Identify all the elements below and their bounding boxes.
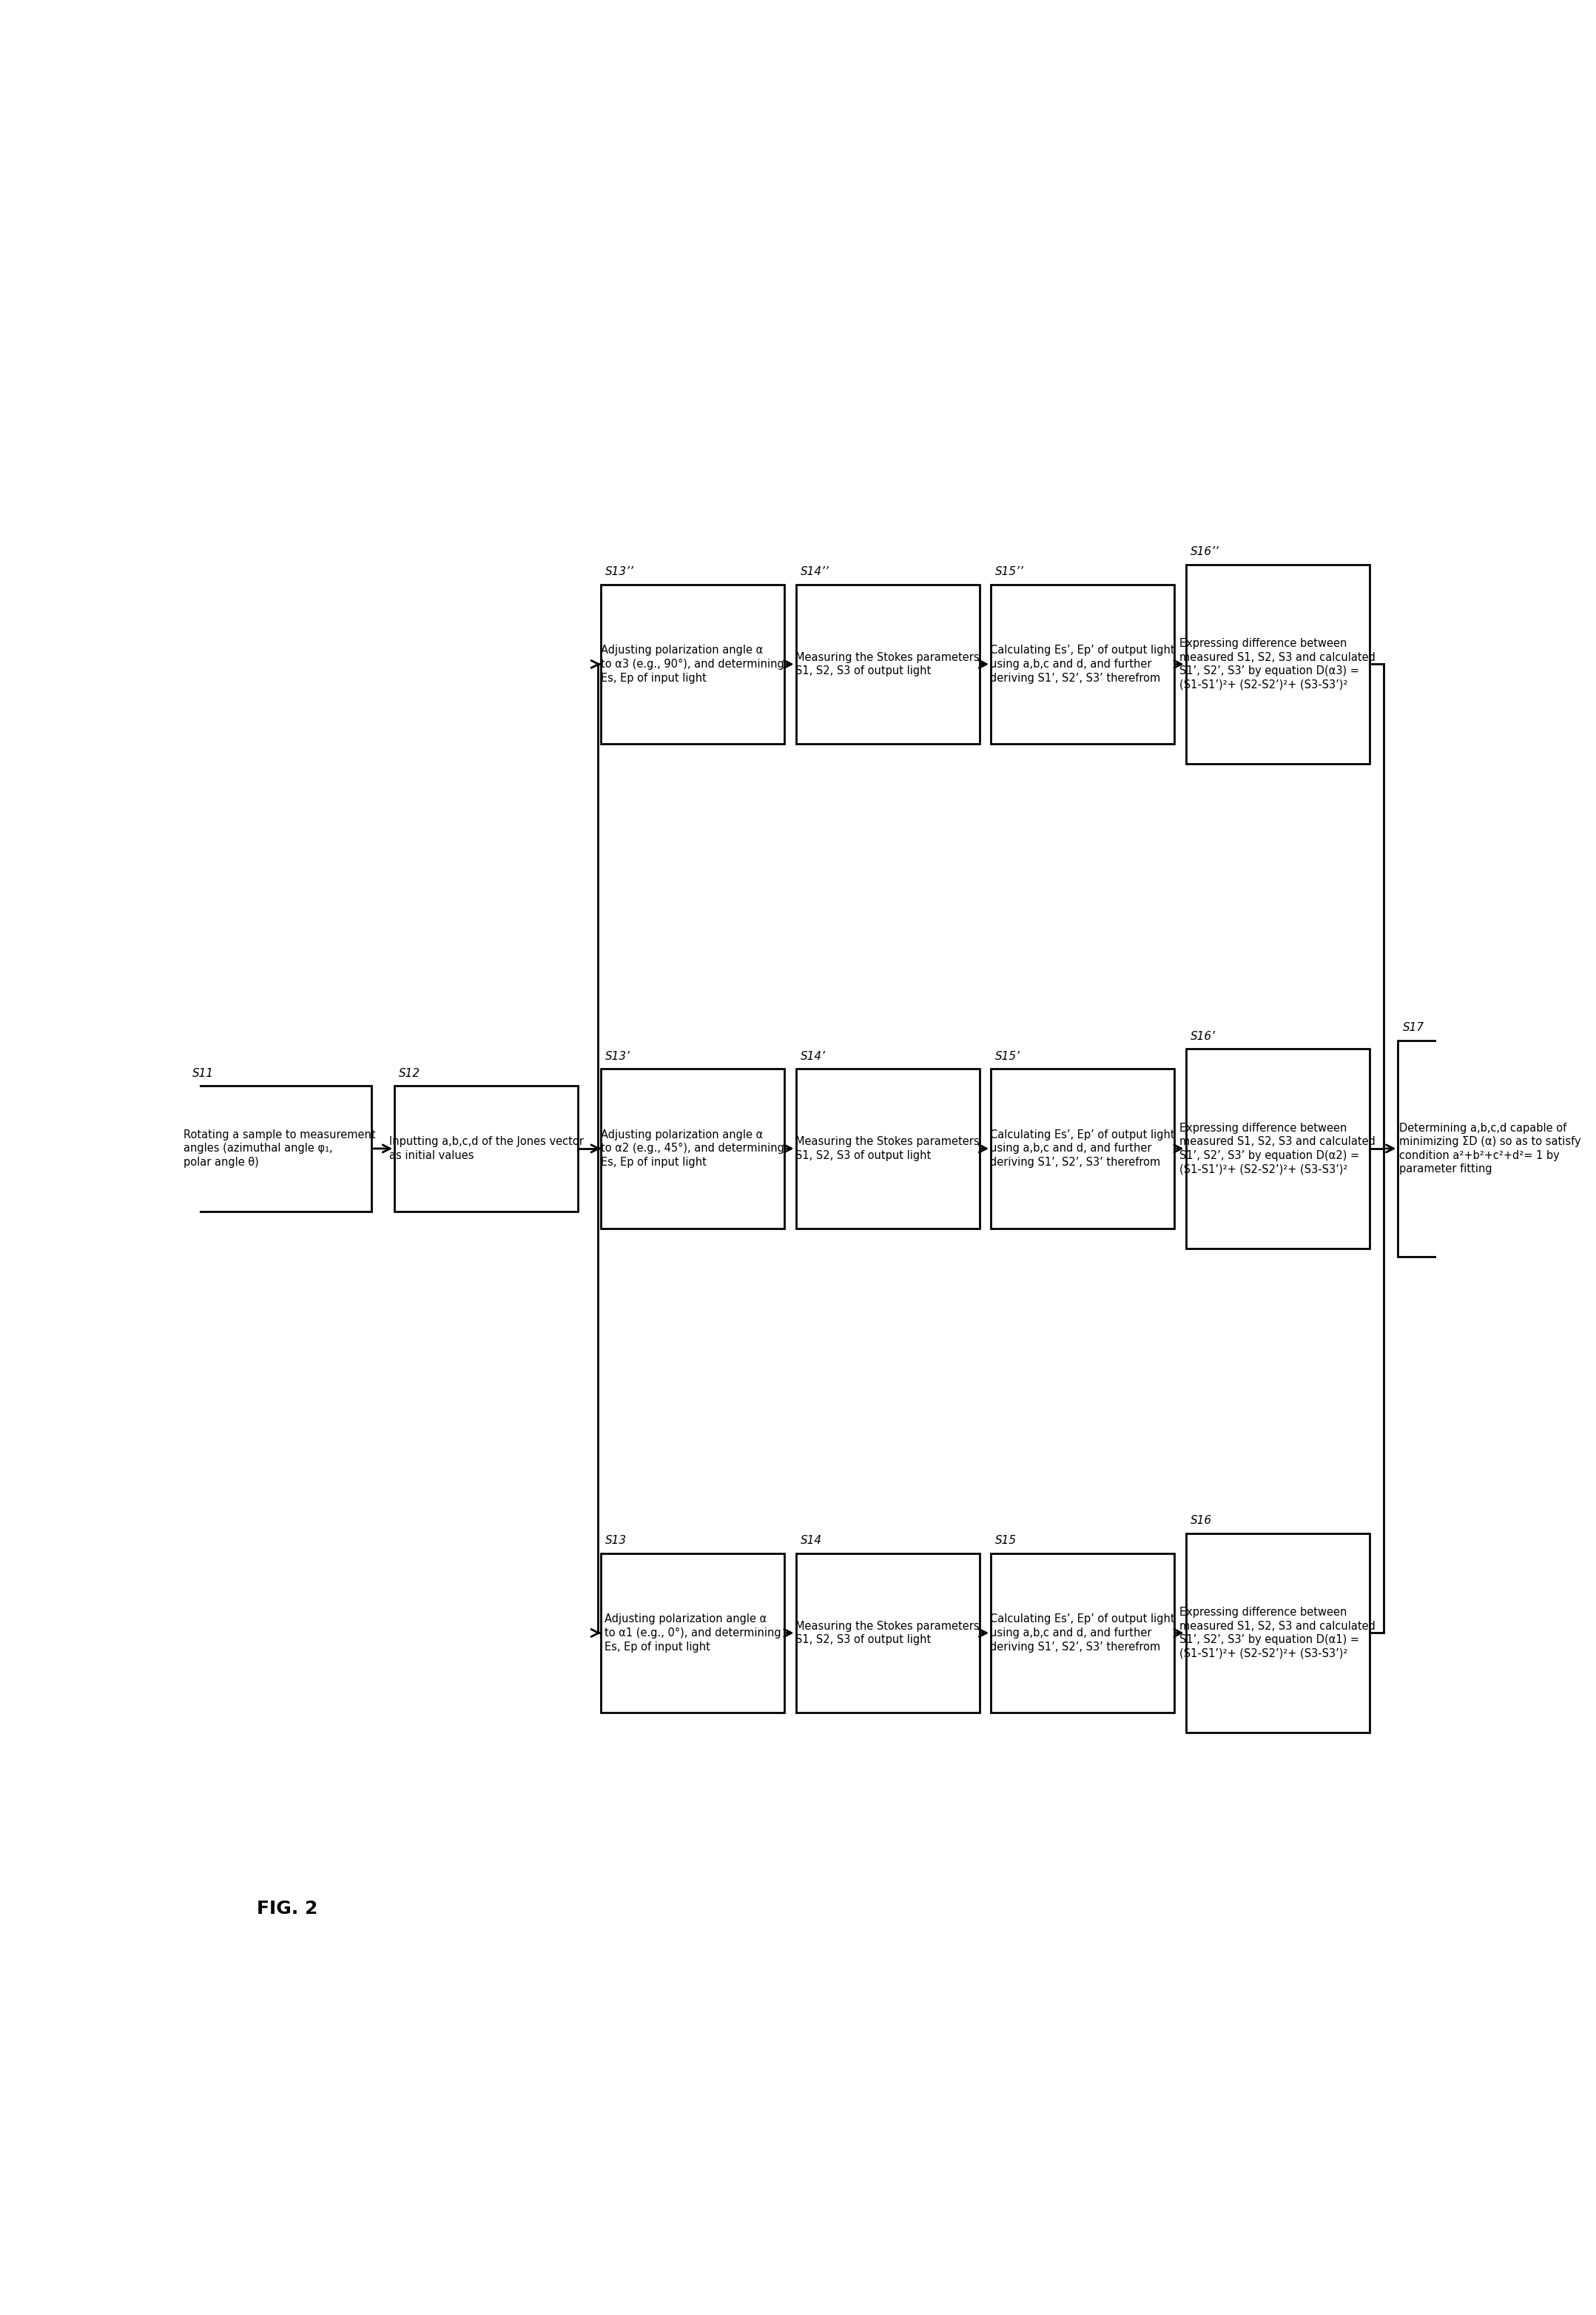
- Bar: [991, 583, 1175, 743]
- Text: Determining a,b,c,d capable of
minimizing ΣD (α) so as to satisfy
condition a²+b: Determining a,b,c,d capable of minimizin…: [1398, 1123, 1580, 1174]
- Text: S11: S11: [193, 1067, 214, 1079]
- Text: S14’: S14’: [801, 1051, 825, 1063]
- Bar: [602, 1070, 784, 1229]
- Text: S14: S14: [801, 1535, 822, 1546]
- Bar: [1186, 565, 1369, 764]
- Text: Calculating Es’, Ep’ of output light
using a,b,c and d, and further
deriving S1’: Calculating Es’, Ep’ of output light usi…: [990, 1614, 1175, 1653]
- Text: S16’’: S16’’: [1191, 546, 1219, 558]
- Text: Measuring the Stokes parameters
S1, S2, S3 of output light: Measuring the Stokes parameters S1, S2, …: [796, 1137, 980, 1162]
- Bar: [1186, 1049, 1369, 1248]
- Text: S15: S15: [996, 1535, 1017, 1546]
- Bar: [991, 1553, 1175, 1713]
- Text: S12: S12: [399, 1067, 421, 1079]
- Bar: [796, 1070, 980, 1229]
- Text: Expressing difference between
measured S1, S2, S3 and calculated
S1’, S2’, S3’ b: Expressing difference between measured S…: [1179, 1607, 1376, 1660]
- Bar: [394, 1086, 578, 1211]
- Text: Measuring the Stokes parameters
S1, S2, S3 of output light: Measuring the Stokes parameters S1, S2, …: [796, 653, 980, 676]
- Text: FIG. 2: FIG. 2: [257, 1901, 318, 1917]
- Bar: [796, 583, 980, 743]
- Text: Adjusting polarization angle α
to α1 (e.g., 0°), and determining
Es, Ep of input: Adjusting polarization angle α to α1 (e.…: [605, 1614, 780, 1653]
- Text: Inputting a,b,c,d of the Jones vector
as initial values: Inputting a,b,c,d of the Jones vector as…: [389, 1137, 584, 1162]
- Text: Adjusting polarization angle α
to α2 (e.g., 45°), and determining
Es, Ep of inpu: Adjusting polarization angle α to α2 (e.…: [602, 1130, 784, 1167]
- Bar: [188, 1086, 372, 1211]
- Text: S16: S16: [1191, 1516, 1211, 1526]
- Text: S17: S17: [1403, 1023, 1424, 1032]
- Text: S13’’: S13’’: [605, 567, 634, 576]
- Text: S13: S13: [605, 1535, 627, 1546]
- Bar: [1186, 1533, 1369, 1732]
- Text: Adjusting polarization angle α
to α3 (e.g., 90°), and determining
Es, Ep of inpu: Adjusting polarization angle α to α3 (e.…: [602, 646, 784, 683]
- Text: S15’’: S15’’: [996, 567, 1025, 576]
- Text: Expressing difference between
measured S1, S2, S3 and calculated
S1’, S2’, S3’ b: Expressing difference between measured S…: [1179, 1123, 1376, 1174]
- Text: Calculating Es’, Ep’ of output light
using a,b,c and d, and further
deriving S1’: Calculating Es’, Ep’ of output light usi…: [990, 646, 1175, 683]
- Text: S15’: S15’: [996, 1051, 1020, 1063]
- Text: S13’: S13’: [605, 1051, 630, 1063]
- Text: Expressing difference between
measured S1, S2, S3 and calculated
S1’, S2’, S3’ b: Expressing difference between measured S…: [1179, 639, 1376, 690]
- Bar: [796, 1553, 980, 1713]
- Bar: [1398, 1039, 1582, 1257]
- Text: Measuring the Stokes parameters
S1, S2, S3 of output light: Measuring the Stokes parameters S1, S2, …: [796, 1620, 980, 1646]
- Bar: [602, 583, 784, 743]
- Bar: [991, 1070, 1175, 1229]
- Text: S16’: S16’: [1191, 1030, 1216, 1042]
- Bar: [602, 1553, 784, 1713]
- Text: Rotating a sample to measurement
angles (azimuthal angle φ₁,
polar angle θ): Rotating a sample to measurement angles …: [184, 1130, 375, 1167]
- Text: S14’’: S14’’: [801, 567, 830, 576]
- Text: Calculating Es’, Ep’ of output light
using a,b,c and d, and further
deriving S1’: Calculating Es’, Ep’ of output light usi…: [990, 1130, 1175, 1167]
